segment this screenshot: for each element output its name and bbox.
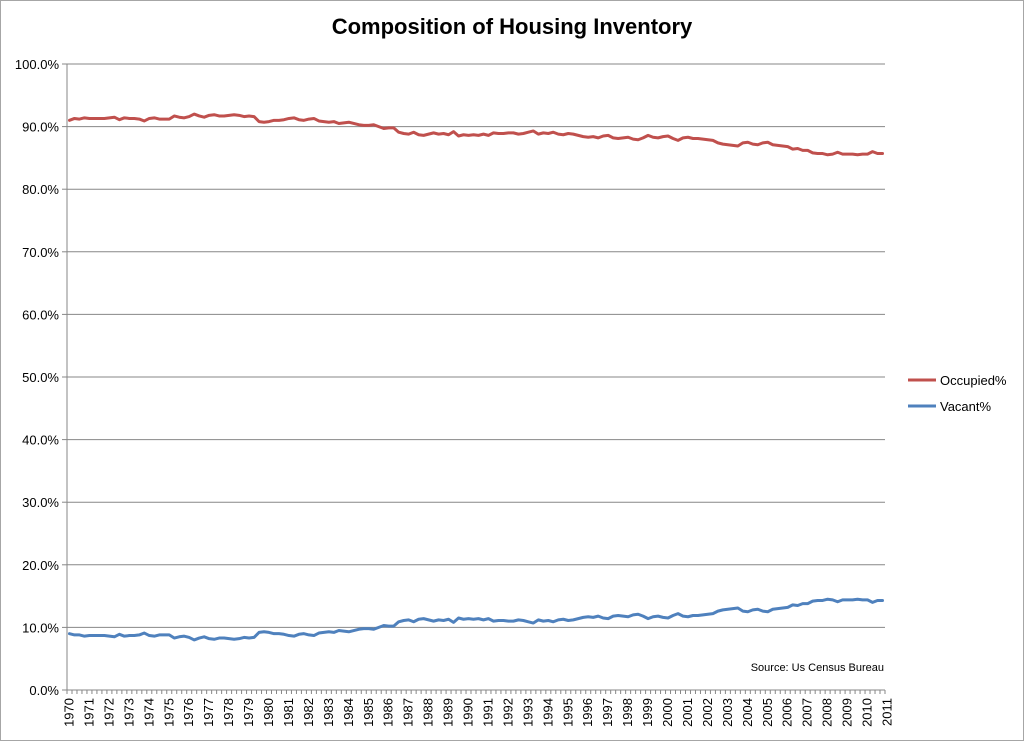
legend-label: Vacant% bbox=[940, 399, 992, 414]
x-tick-label: 1997 bbox=[600, 698, 615, 727]
x-tick-label: 1991 bbox=[480, 698, 495, 727]
x-tick-label: 1977 bbox=[201, 698, 216, 727]
x-tick-label: 1978 bbox=[221, 698, 236, 727]
series-line-occupied bbox=[67, 112, 885, 157]
series-layer bbox=[67, 112, 885, 642]
y-tick-label: 0.0% bbox=[29, 683, 59, 698]
y-tick-label: 20.0% bbox=[22, 558, 59, 573]
x-tick-label: 2003 bbox=[720, 698, 735, 727]
x-tick-label: 1993 bbox=[520, 698, 535, 727]
x-tick-label: 2009 bbox=[840, 698, 855, 727]
x-tick-label: 1973 bbox=[121, 698, 136, 727]
x-axis: 1970 1971 1972 1973 1974 1975 1976 1977 1978 1979… bbox=[61, 689, 894, 727]
x-tick-label: 1983 bbox=[321, 698, 336, 727]
x-tick-label: 2000 bbox=[660, 698, 675, 727]
x-tick-label: 1979 bbox=[241, 698, 256, 727]
x-tick-label: 1994 bbox=[540, 698, 555, 727]
y-tick-label: 30.0% bbox=[22, 495, 59, 510]
y-tick-label: 10.0% bbox=[22, 620, 59, 635]
x-tick-label: 1985 bbox=[361, 698, 376, 727]
x-tick-label: 2006 bbox=[780, 698, 795, 727]
legend-item: Occupied% bbox=[908, 373, 1007, 388]
gridlines bbox=[67, 63, 885, 628]
x-tick-label: 1999 bbox=[640, 698, 655, 727]
x-tick-label: 1996 bbox=[580, 698, 595, 727]
x-tick-label: 1984 bbox=[341, 698, 356, 727]
x-tick-label: 1986 bbox=[381, 698, 396, 727]
x-tick-label: 1981 bbox=[281, 698, 296, 727]
x-tick-label: 1989 bbox=[441, 698, 456, 727]
y-tick-label: 90.0% bbox=[22, 120, 59, 135]
y-tick-label: 50.0% bbox=[22, 370, 59, 385]
x-tick-label: 2007 bbox=[800, 698, 815, 727]
x-tick-label: 2011 bbox=[879, 698, 894, 726]
y-axis: 0.0% 10.0% 20.0% 30.0% 40.0% 50.0% 60.0% 70.0% 8… bbox=[15, 57, 68, 698]
chart-title: Composition of Housing Inventory bbox=[331, 14, 693, 39]
x-tick-label: 1974 bbox=[141, 698, 156, 727]
x-tick-label: 1988 bbox=[421, 698, 436, 727]
x-tick-label: 1987 bbox=[401, 698, 416, 727]
x-tick-label: 2010 bbox=[860, 698, 875, 727]
x-tick-label: 2004 bbox=[740, 698, 755, 727]
x-tick-label: 1970 bbox=[61, 698, 76, 727]
x-tick-label: 2002 bbox=[700, 698, 715, 727]
x-tick-label: 1990 bbox=[461, 698, 476, 727]
legend: Occupied% Vacant% bbox=[908, 373, 1007, 414]
x-tick-label: 2005 bbox=[760, 698, 775, 727]
x-tick-label: 1998 bbox=[620, 698, 635, 727]
legend-item: Vacant% bbox=[908, 399, 992, 414]
y-tick-label: 70.0% bbox=[22, 245, 59, 260]
x-tick-label: 1995 bbox=[560, 698, 575, 727]
x-tick-label: 1980 bbox=[261, 698, 276, 727]
source-note: Source: Us Census Bureau bbox=[751, 662, 884, 674]
x-tick-label: 1975 bbox=[161, 698, 176, 727]
x-tick-label: 1976 bbox=[181, 698, 196, 727]
x-tick-label: 1972 bbox=[101, 698, 116, 727]
y-tick-label: 80.0% bbox=[22, 182, 59, 197]
x-tick-label: 2001 bbox=[680, 698, 695, 727]
x-tick-label: 1971 bbox=[81, 698, 96, 727]
x-tick-label: 1982 bbox=[301, 698, 316, 727]
x-tick-label: 2008 bbox=[820, 698, 835, 727]
legend-label: Occupied% bbox=[940, 373, 1007, 388]
y-tick-label: 100.0% bbox=[15, 57, 60, 72]
x-tick-label: 1992 bbox=[500, 698, 515, 727]
y-tick-label: 40.0% bbox=[22, 433, 59, 448]
y-tick-label: 60.0% bbox=[22, 307, 59, 322]
series-line-vacant bbox=[67, 597, 885, 642]
